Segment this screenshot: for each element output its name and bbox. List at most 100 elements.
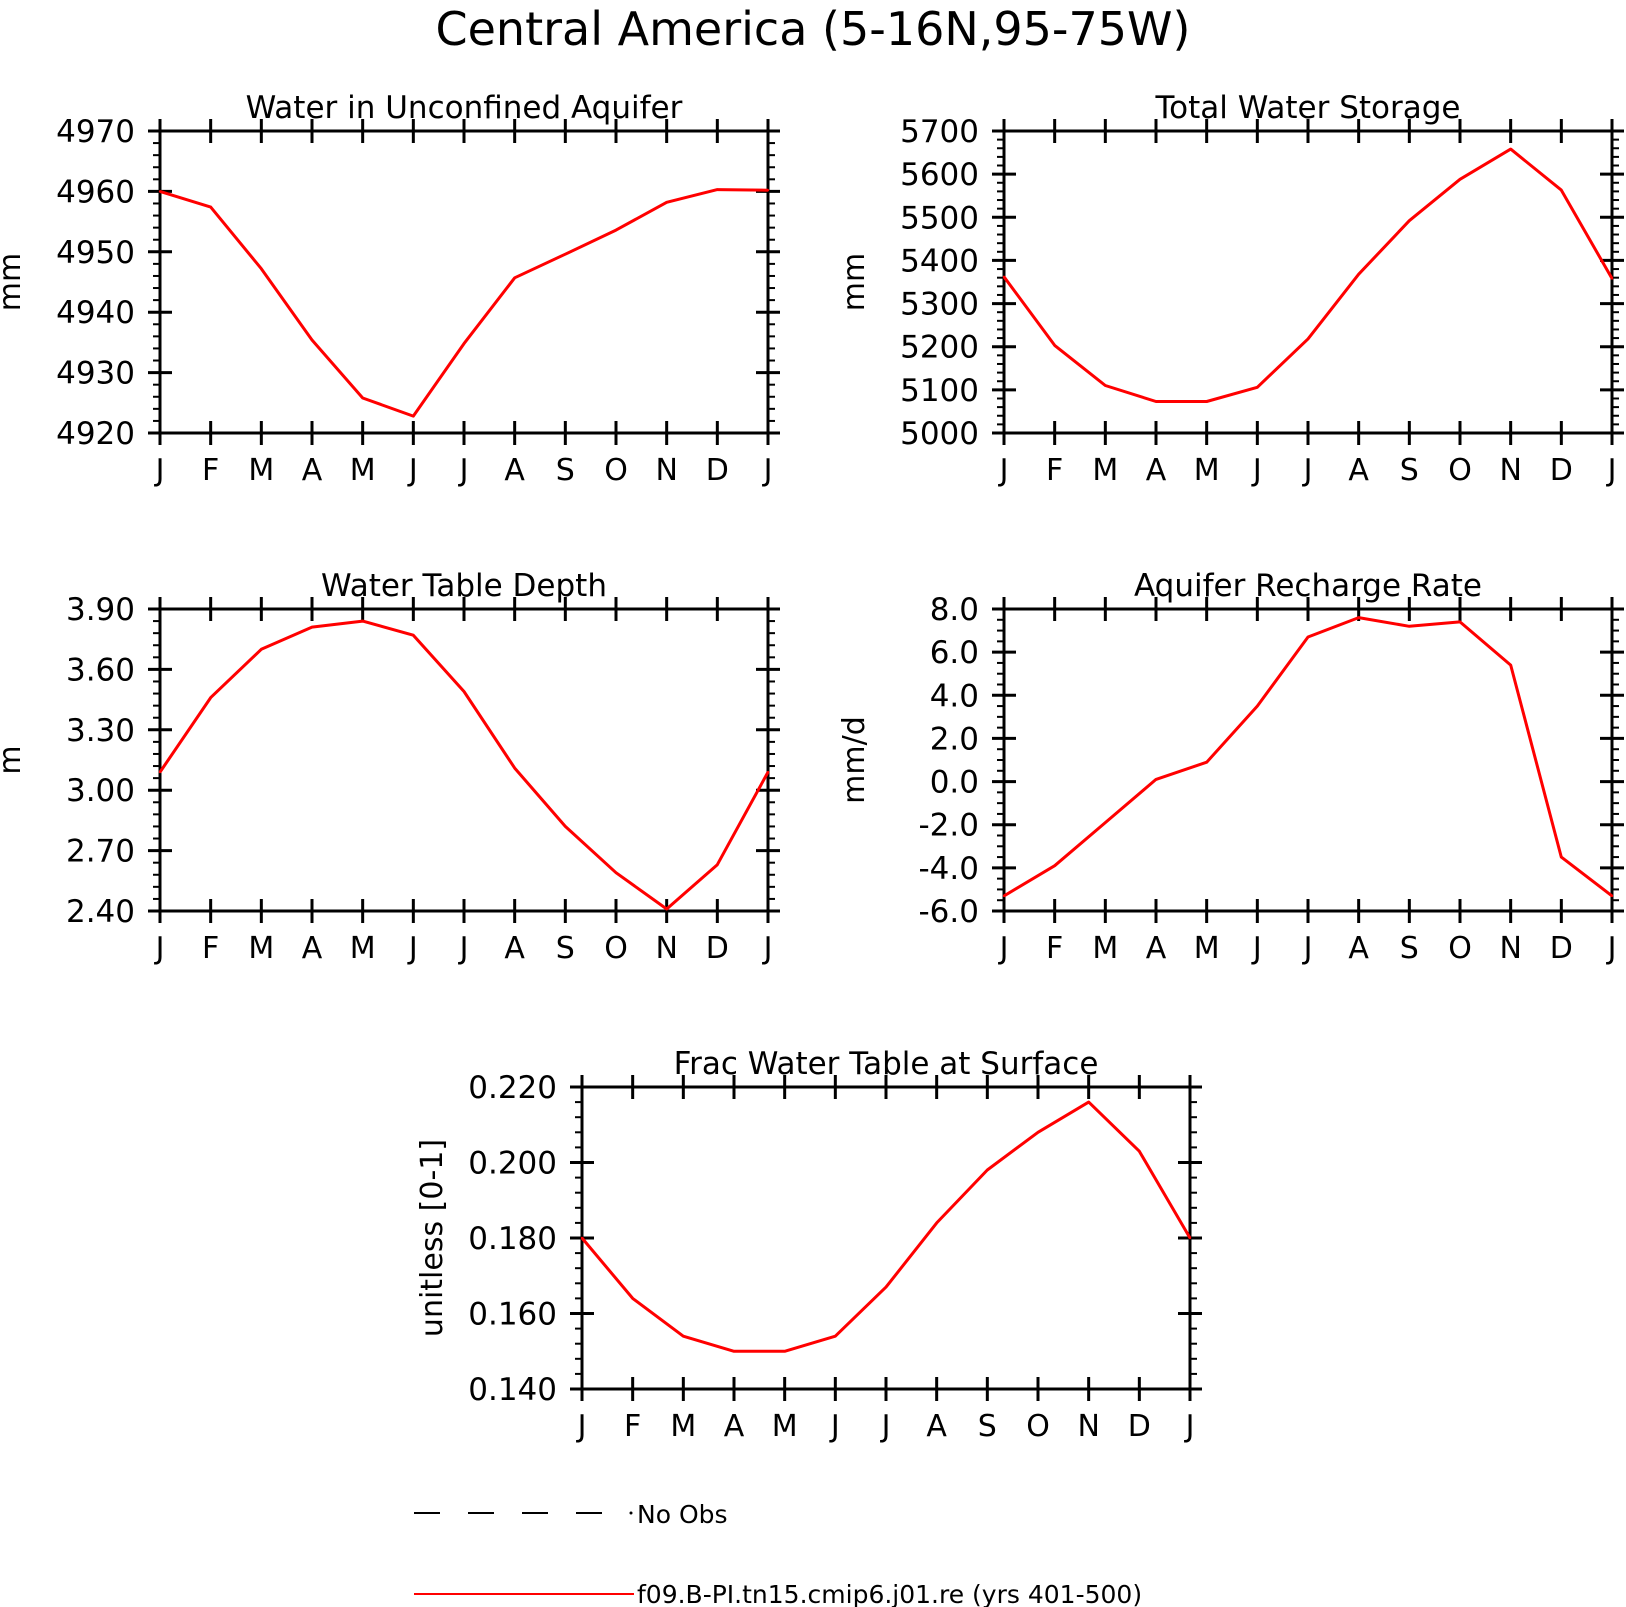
data-point <box>361 619 364 623</box>
y-tick-label: 5200 <box>900 330 979 366</box>
data-point <box>1205 760 1208 764</box>
x-tick-label: O <box>604 931 628 966</box>
x-tick-label: S <box>1400 453 1419 488</box>
x-tick-label: J <box>1302 931 1313 966</box>
x-tick-label: J <box>880 1409 891 1444</box>
y-tick-label: 4930 <box>56 356 135 392</box>
data-point <box>1087 1100 1090 1104</box>
x-tick-label: N <box>1077 1409 1099 1444</box>
data-point <box>310 625 314 629</box>
y-tick-label: 5100 <box>900 373 979 409</box>
x-tick-label: M <box>248 453 274 488</box>
x-tick-label: N <box>1499 931 1521 966</box>
legend-label-model-run: f09.B-PI.tn15.cmip6.j01.re (yrs 401-500) <box>637 1580 1142 1607</box>
series-line <box>159 188 769 418</box>
y-tick-label: 3.60 <box>66 652 135 688</box>
data-point <box>732 1350 736 1353</box>
data-point <box>1104 821 1107 824</box>
y-tick-label: 4940 <box>56 295 135 331</box>
x-tick-label: J <box>1251 453 1262 488</box>
y-tick-label: 0.200 <box>468 1146 557 1182</box>
x-tick-label: J <box>407 453 418 488</box>
y-tick-label: 5400 <box>900 243 979 279</box>
y-axis-label: m <box>0 745 28 774</box>
x-tick-label: J <box>154 931 165 966</box>
x-tick-label: D <box>1550 931 1573 966</box>
x-tick-label: A <box>302 931 323 966</box>
plot-frame <box>1002 129 1614 435</box>
x-tick-label: J <box>1606 453 1617 488</box>
data-point <box>1053 864 1056 867</box>
data-point <box>462 342 466 345</box>
y-axis-label: mm <box>837 253 872 311</box>
x-tick-label: A <box>1146 931 1167 966</box>
x-tick-label: D <box>1128 1409 1151 1444</box>
data-point <box>1154 778 1158 781</box>
data-point <box>361 396 364 400</box>
data-point <box>1357 273 1360 276</box>
y-tick-label: 4.0 <box>930 678 979 714</box>
y-tick-label: 4970 <box>56 114 135 150</box>
data-point <box>564 825 567 828</box>
y-tick-label: 5500 <box>900 200 979 236</box>
plot-frame <box>580 1085 1192 1391</box>
x-tick-label: J <box>829 1409 840 1444</box>
y-tick-label: 4950 <box>56 235 135 271</box>
y-tick-label: 5300 <box>900 287 979 323</box>
data-point <box>1458 178 1462 181</box>
data-point <box>564 253 567 256</box>
x-tick-label: S <box>556 453 575 488</box>
data-point <box>1138 1149 1141 1153</box>
x-tick-label: F <box>202 453 219 488</box>
y-tick-label: 3.90 <box>66 592 135 628</box>
x-tick-label: O <box>1448 931 1472 966</box>
x-tick-label: N <box>655 931 677 966</box>
y-tick-label: 4960 <box>56 174 135 210</box>
y-tick-label: -6.0 <box>919 894 980 930</box>
data-point <box>783 1350 786 1353</box>
x-tick-label: F <box>1046 931 1063 966</box>
x-tick-label: M <box>1092 931 1118 966</box>
x-tick-label: A <box>302 453 323 488</box>
x-tick-label: A <box>504 931 525 966</box>
x-tick-label: M <box>772 1409 798 1444</box>
y-tick-label: 2.0 <box>930 721 979 757</box>
y-tick-label: 0.220 <box>468 1070 557 1106</box>
data-point <box>1205 400 1208 403</box>
x-tick-label: M <box>1092 453 1118 488</box>
x-tick-label: A <box>1348 931 1369 966</box>
x-tick-label: F <box>202 931 219 966</box>
data-point <box>412 633 415 637</box>
plot-frame <box>158 607 770 913</box>
x-tick-label: A <box>1348 453 1369 488</box>
y-axis-label: mm/d <box>837 716 872 804</box>
data-point <box>614 228 618 232</box>
x-tick-label: M <box>670 1409 696 1444</box>
y-tick-label: -2.0 <box>919 808 980 844</box>
data-point <box>580 1236 584 1240</box>
data-point <box>1306 337 1310 341</box>
x-tick-label: N <box>655 453 677 488</box>
x-tick-label: A <box>724 1409 745 1444</box>
y-tick-label: 5000 <box>900 416 979 452</box>
data-point <box>1509 663 1512 667</box>
data-point <box>1154 400 1158 403</box>
y-tick-label: 2.70 <box>66 834 135 870</box>
x-tick-label: D <box>706 931 729 966</box>
data-point <box>716 863 719 866</box>
data-point <box>1002 894 1006 898</box>
x-tick-label: J <box>762 453 773 488</box>
x-tick-label: S <box>556 931 575 966</box>
series-line <box>1003 616 1613 898</box>
data-point <box>1256 704 1259 708</box>
data-point <box>834 1334 837 1338</box>
data-point <box>1610 894 1614 898</box>
x-tick-label: J <box>576 1409 587 1444</box>
data-point <box>1408 625 1411 628</box>
x-tick-label: J <box>998 453 1009 488</box>
y-tick-label: 0.160 <box>468 1297 557 1333</box>
data-point <box>1036 1131 1040 1134</box>
data-point <box>986 1168 989 1172</box>
